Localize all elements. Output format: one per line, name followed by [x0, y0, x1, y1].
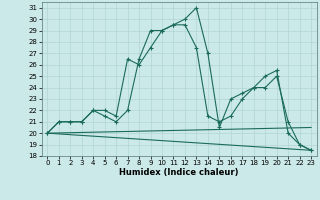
X-axis label: Humidex (Indice chaleur): Humidex (Indice chaleur)	[119, 168, 239, 177]
